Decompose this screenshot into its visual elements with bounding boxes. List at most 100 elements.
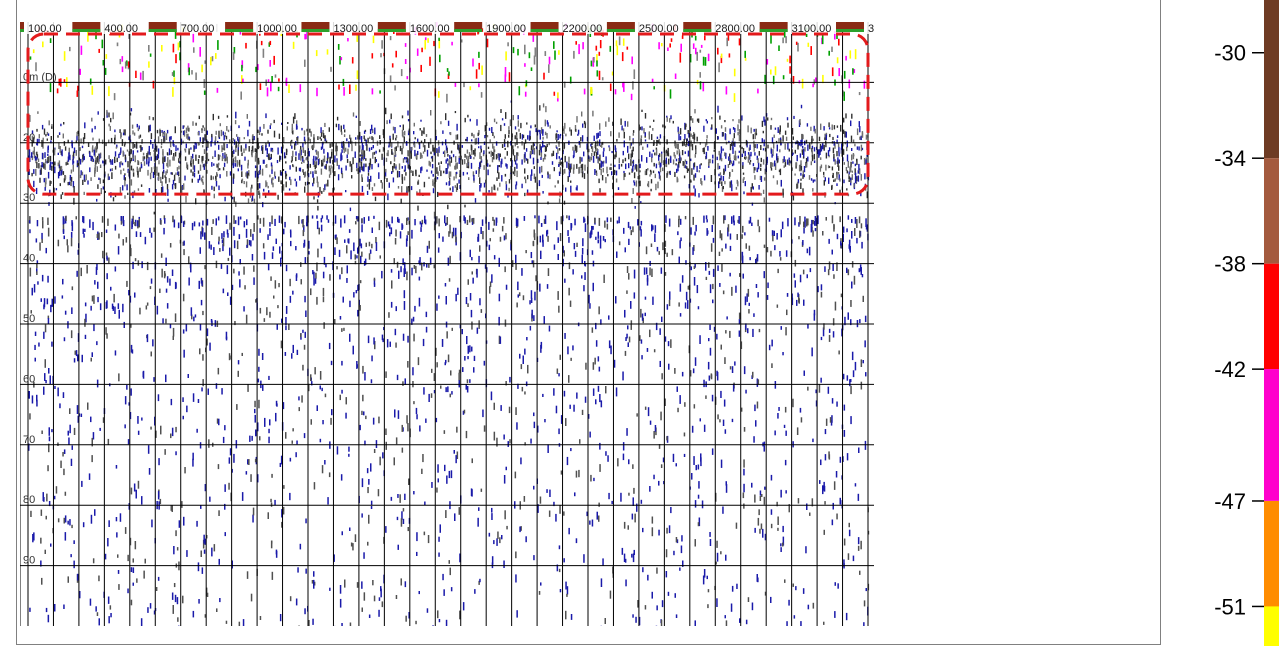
echo-mark <box>229 222 231 230</box>
echo-mark <box>473 367 475 373</box>
echo-mark <box>81 480 83 487</box>
echo-mark <box>798 80 801 84</box>
echo-mark <box>87 31 89 42</box>
echo-mark <box>292 116 295 124</box>
echo-mark <box>224 425 226 431</box>
echo-mark <box>833 274 835 279</box>
echo-mark <box>76 405 79 414</box>
echo-mark <box>486 122 488 126</box>
echo-mark <box>261 133 263 136</box>
echo-mark <box>107 218 109 226</box>
echo-mark <box>639 226 642 231</box>
echo-mark <box>653 119 655 122</box>
echo-mark <box>148 157 150 164</box>
echo-mark <box>149 53 152 57</box>
echo-mark <box>36 271 38 275</box>
echo-mark <box>125 60 128 66</box>
echo-mark <box>29 155 31 162</box>
echo-mark <box>558 373 560 377</box>
echo-mark <box>341 531 343 536</box>
echo-mark <box>532 240 535 247</box>
echo-mark <box>251 150 253 158</box>
echo-mark <box>402 381 404 386</box>
echo-mark <box>82 216 85 224</box>
echo-mark <box>823 171 825 175</box>
echo-mark <box>231 161 234 166</box>
echo-mark <box>784 579 786 583</box>
echo-mark <box>478 130 480 135</box>
echo-mark <box>33 284 36 293</box>
echo-mark <box>435 135 437 141</box>
echo-mark <box>80 267 82 277</box>
echo-mark <box>831 185 833 190</box>
echo-mark <box>851 174 853 180</box>
echo-mark <box>130 165 133 171</box>
echo-mark <box>347 38 349 42</box>
echo-mark <box>79 68 81 75</box>
echo-mark <box>807 386 809 391</box>
echo-mark <box>606 166 608 174</box>
echo-mark <box>176 597 179 605</box>
echo-mark <box>132 130 134 135</box>
echo-mark <box>729 330 731 338</box>
echo-mark <box>697 464 700 470</box>
echo-mark <box>852 68 854 75</box>
echo-mark <box>447 386 449 393</box>
echo-mark <box>731 169 734 172</box>
echo-mark <box>199 247 201 254</box>
echo-mark <box>324 165 326 169</box>
echo-mark <box>49 155 52 162</box>
echo-mark <box>367 335 370 344</box>
echo-mark <box>724 615 726 619</box>
echo-mark <box>372 152 374 159</box>
echo-mark <box>701 500 704 509</box>
echo-mark <box>334 145 337 152</box>
echo-mark <box>654 225 657 233</box>
echo-mark <box>737 181 739 187</box>
echo-mark <box>233 139 236 145</box>
echo-mark <box>124 177 126 181</box>
echo-mark <box>707 589 710 593</box>
echo-mark <box>167 198 169 202</box>
echo-mark <box>699 142 701 145</box>
echo-mark <box>764 74 766 84</box>
echo-mark <box>797 498 800 504</box>
echo-mark <box>763 177 766 181</box>
echo-mark <box>185 143 187 149</box>
echo-mark <box>788 504 790 513</box>
echo-mark <box>404 165 406 172</box>
echo-mark <box>211 56 214 62</box>
echo-mark <box>780 229 782 238</box>
echo-mark <box>716 598 718 607</box>
echo-mark <box>206 130 208 135</box>
echo-mark <box>94 509 96 516</box>
echo-mark <box>270 147 272 152</box>
echo-mark <box>445 168 447 175</box>
echo-mark <box>236 134 238 137</box>
echo-mark <box>559 134 561 139</box>
echo-mark <box>426 169 428 172</box>
echo-mark <box>308 251 310 255</box>
echo-mark <box>565 581 567 590</box>
echo-mark <box>802 145 804 149</box>
echo-mark <box>43 178 45 183</box>
echo-mark <box>725 330 727 334</box>
echo-mark <box>634 206 636 209</box>
echo-mark <box>488 127 491 131</box>
echo-mark <box>633 180 635 183</box>
echo-mark <box>570 223 573 228</box>
echo-mark <box>825 217 827 221</box>
echo-mark <box>588 148 590 153</box>
echo-mark <box>44 163 46 170</box>
echo-mark <box>620 492 622 502</box>
echo-mark <box>345 190 347 193</box>
echo-mark <box>182 293 185 302</box>
echo-mark <box>706 139 708 146</box>
echo-mark <box>713 149 715 152</box>
echo-mark <box>471 458 473 464</box>
echo-mark <box>178 165 180 170</box>
echo-mark <box>501 175 503 182</box>
echo-mark <box>172 335 174 340</box>
echo-mark <box>401 177 404 184</box>
echo-mark <box>763 116 765 123</box>
